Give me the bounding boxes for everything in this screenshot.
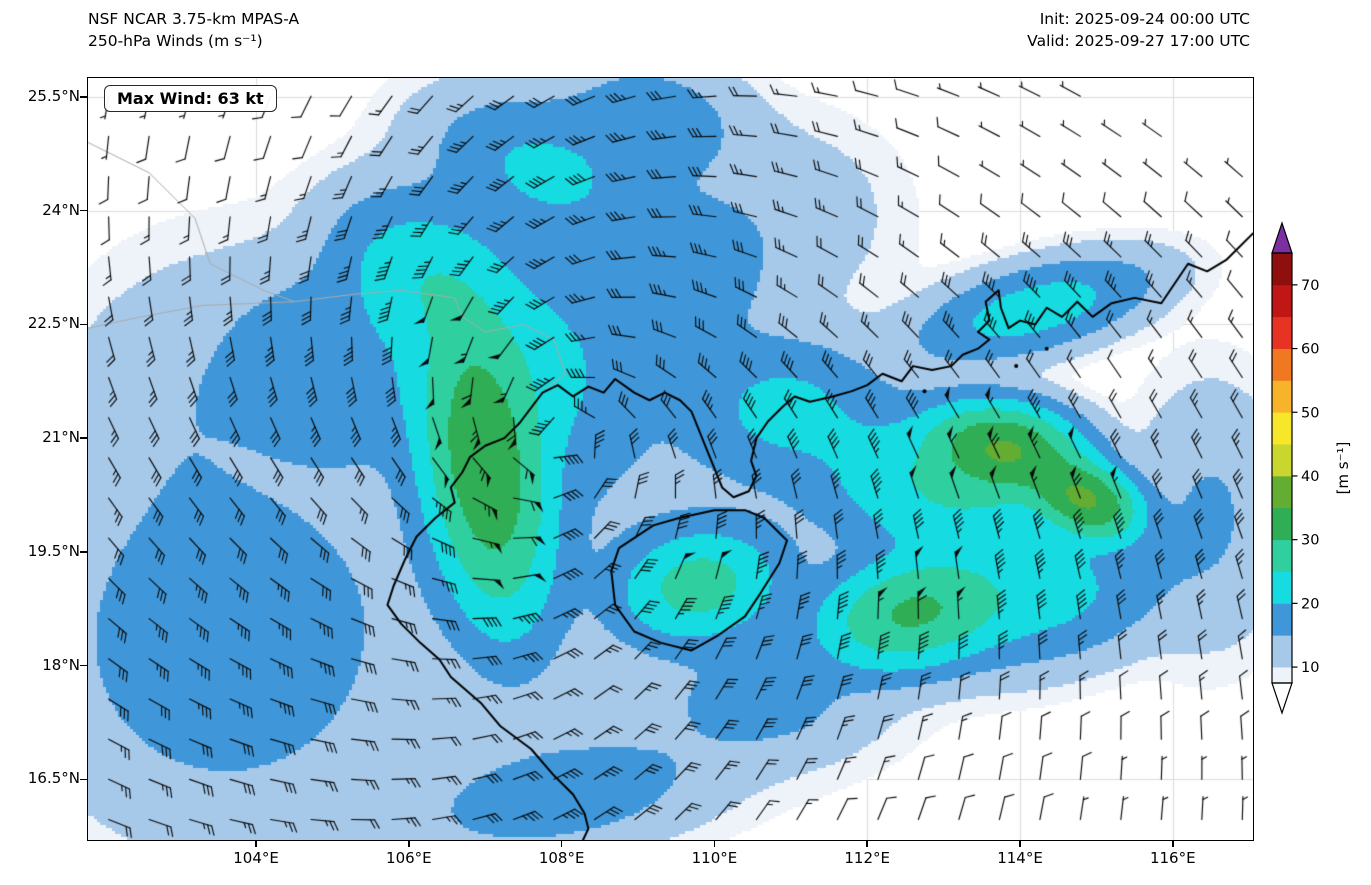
colorbar-segment (1272, 412, 1292, 445)
lat-tick-label: 22.5°N (27, 314, 80, 333)
lon-tick-label: 104°E (233, 849, 279, 867)
wind-speed-map-canvas (88, 78, 1253, 840)
lon-tickmark (560, 841, 563, 847)
colorbar-tick-label: 20 (1301, 596, 1319, 612)
colorbar-segment (1272, 635, 1292, 668)
time-block: Init: 2025-09-24 00:00 UTC Valid: 2025-0… (1027, 8, 1250, 52)
lat-tickmark (80, 96, 87, 98)
lon-tickmark (255, 841, 257, 847)
colorbar-tick-label: 40 (1301, 469, 1319, 485)
lat-tick-label: 21°N (42, 428, 80, 447)
colorbar-tick-label: 30 (1301, 533, 1319, 549)
lat-tick-label: 25.5°N (27, 86, 80, 105)
colorbar-tick-label: 70 (1301, 278, 1319, 294)
colorbar: 10 20 30 40 50 60 70 [m s⁻¹] (1271, 221, 1352, 715)
colorbar-segment (1272, 667, 1292, 684)
lon-tickmark (1171, 841, 1174, 847)
colorbar-segment (1272, 380, 1292, 413)
lat-tick-label: 18°N (42, 655, 80, 674)
colorbar-segment (1272, 444, 1292, 477)
lat-tickmark (80, 323, 87, 326)
lon-tick-label: 108°E (538, 849, 585, 867)
colorbar-tick-label: 60 (1301, 342, 1319, 358)
max-wind-badge: Max Wind: 63 kt (104, 85, 277, 112)
colorbar-tick-label: 10 (1301, 660, 1319, 676)
lon-tick-label: 106°E (386, 849, 432, 867)
lon-tickmark (866, 841, 868, 847)
lat-tick-label: 19.5°N (27, 541, 80, 560)
lon-tick-label: 116°E (1149, 849, 1196, 867)
colorbar-tick-label: 50 (1301, 405, 1319, 421)
colorbar-segment (1272, 475, 1292, 509)
lat-tick-label: 24°N (42, 200, 80, 219)
lat-tickmark (80, 664, 87, 667)
colorbar-under-arrow (1271, 682, 1293, 715)
lon-tick-label: 114°E (997, 849, 1043, 867)
colorbar-segment (1272, 253, 1292, 286)
lon-tickmark (408, 841, 410, 847)
colorbar-segment (1272, 603, 1292, 636)
lon-tick-label: 110°E (691, 849, 738, 867)
map-plot-area (87, 77, 1254, 841)
lon-tickmark (713, 841, 716, 847)
lon-tickmark (1019, 841, 1021, 847)
lat-tickmark (80, 437, 87, 439)
colorbar-segment (1272, 284, 1292, 318)
colorbar-segment (1272, 539, 1292, 572)
colorbar-over-arrow (1271, 221, 1293, 254)
field-title: 250-hPa Winds (m s⁻¹) (88, 32, 263, 50)
colorbar-segment (1272, 507, 1292, 541)
lat-tickmark (80, 551, 87, 553)
init-time: Init: 2025-09-24 00:00 UTC (1039, 10, 1250, 28)
colorbar-unit-label: [m s⁻¹] (1334, 442, 1352, 495)
model-title: NSF NCAR 3.75-km MPAS-A (88, 10, 300, 28)
valid-time: Valid: 2025-09-27 17:00 UTC (1027, 32, 1250, 50)
lat-tickmark (80, 778, 87, 781)
lon-tick-label: 112°E (844, 849, 890, 867)
colorbar-segment (1272, 348, 1292, 381)
title-block: NSF NCAR 3.75-km MPAS-A 250-hPa Winds (m… (88, 8, 299, 52)
colorbar-segment (1272, 316, 1292, 349)
lat-tickmark (80, 209, 87, 212)
colorbar-segment (1272, 571, 1292, 604)
lat-tick-label: 16.5°N (27, 769, 80, 788)
colorbar-frame (1271, 252, 1293, 684)
